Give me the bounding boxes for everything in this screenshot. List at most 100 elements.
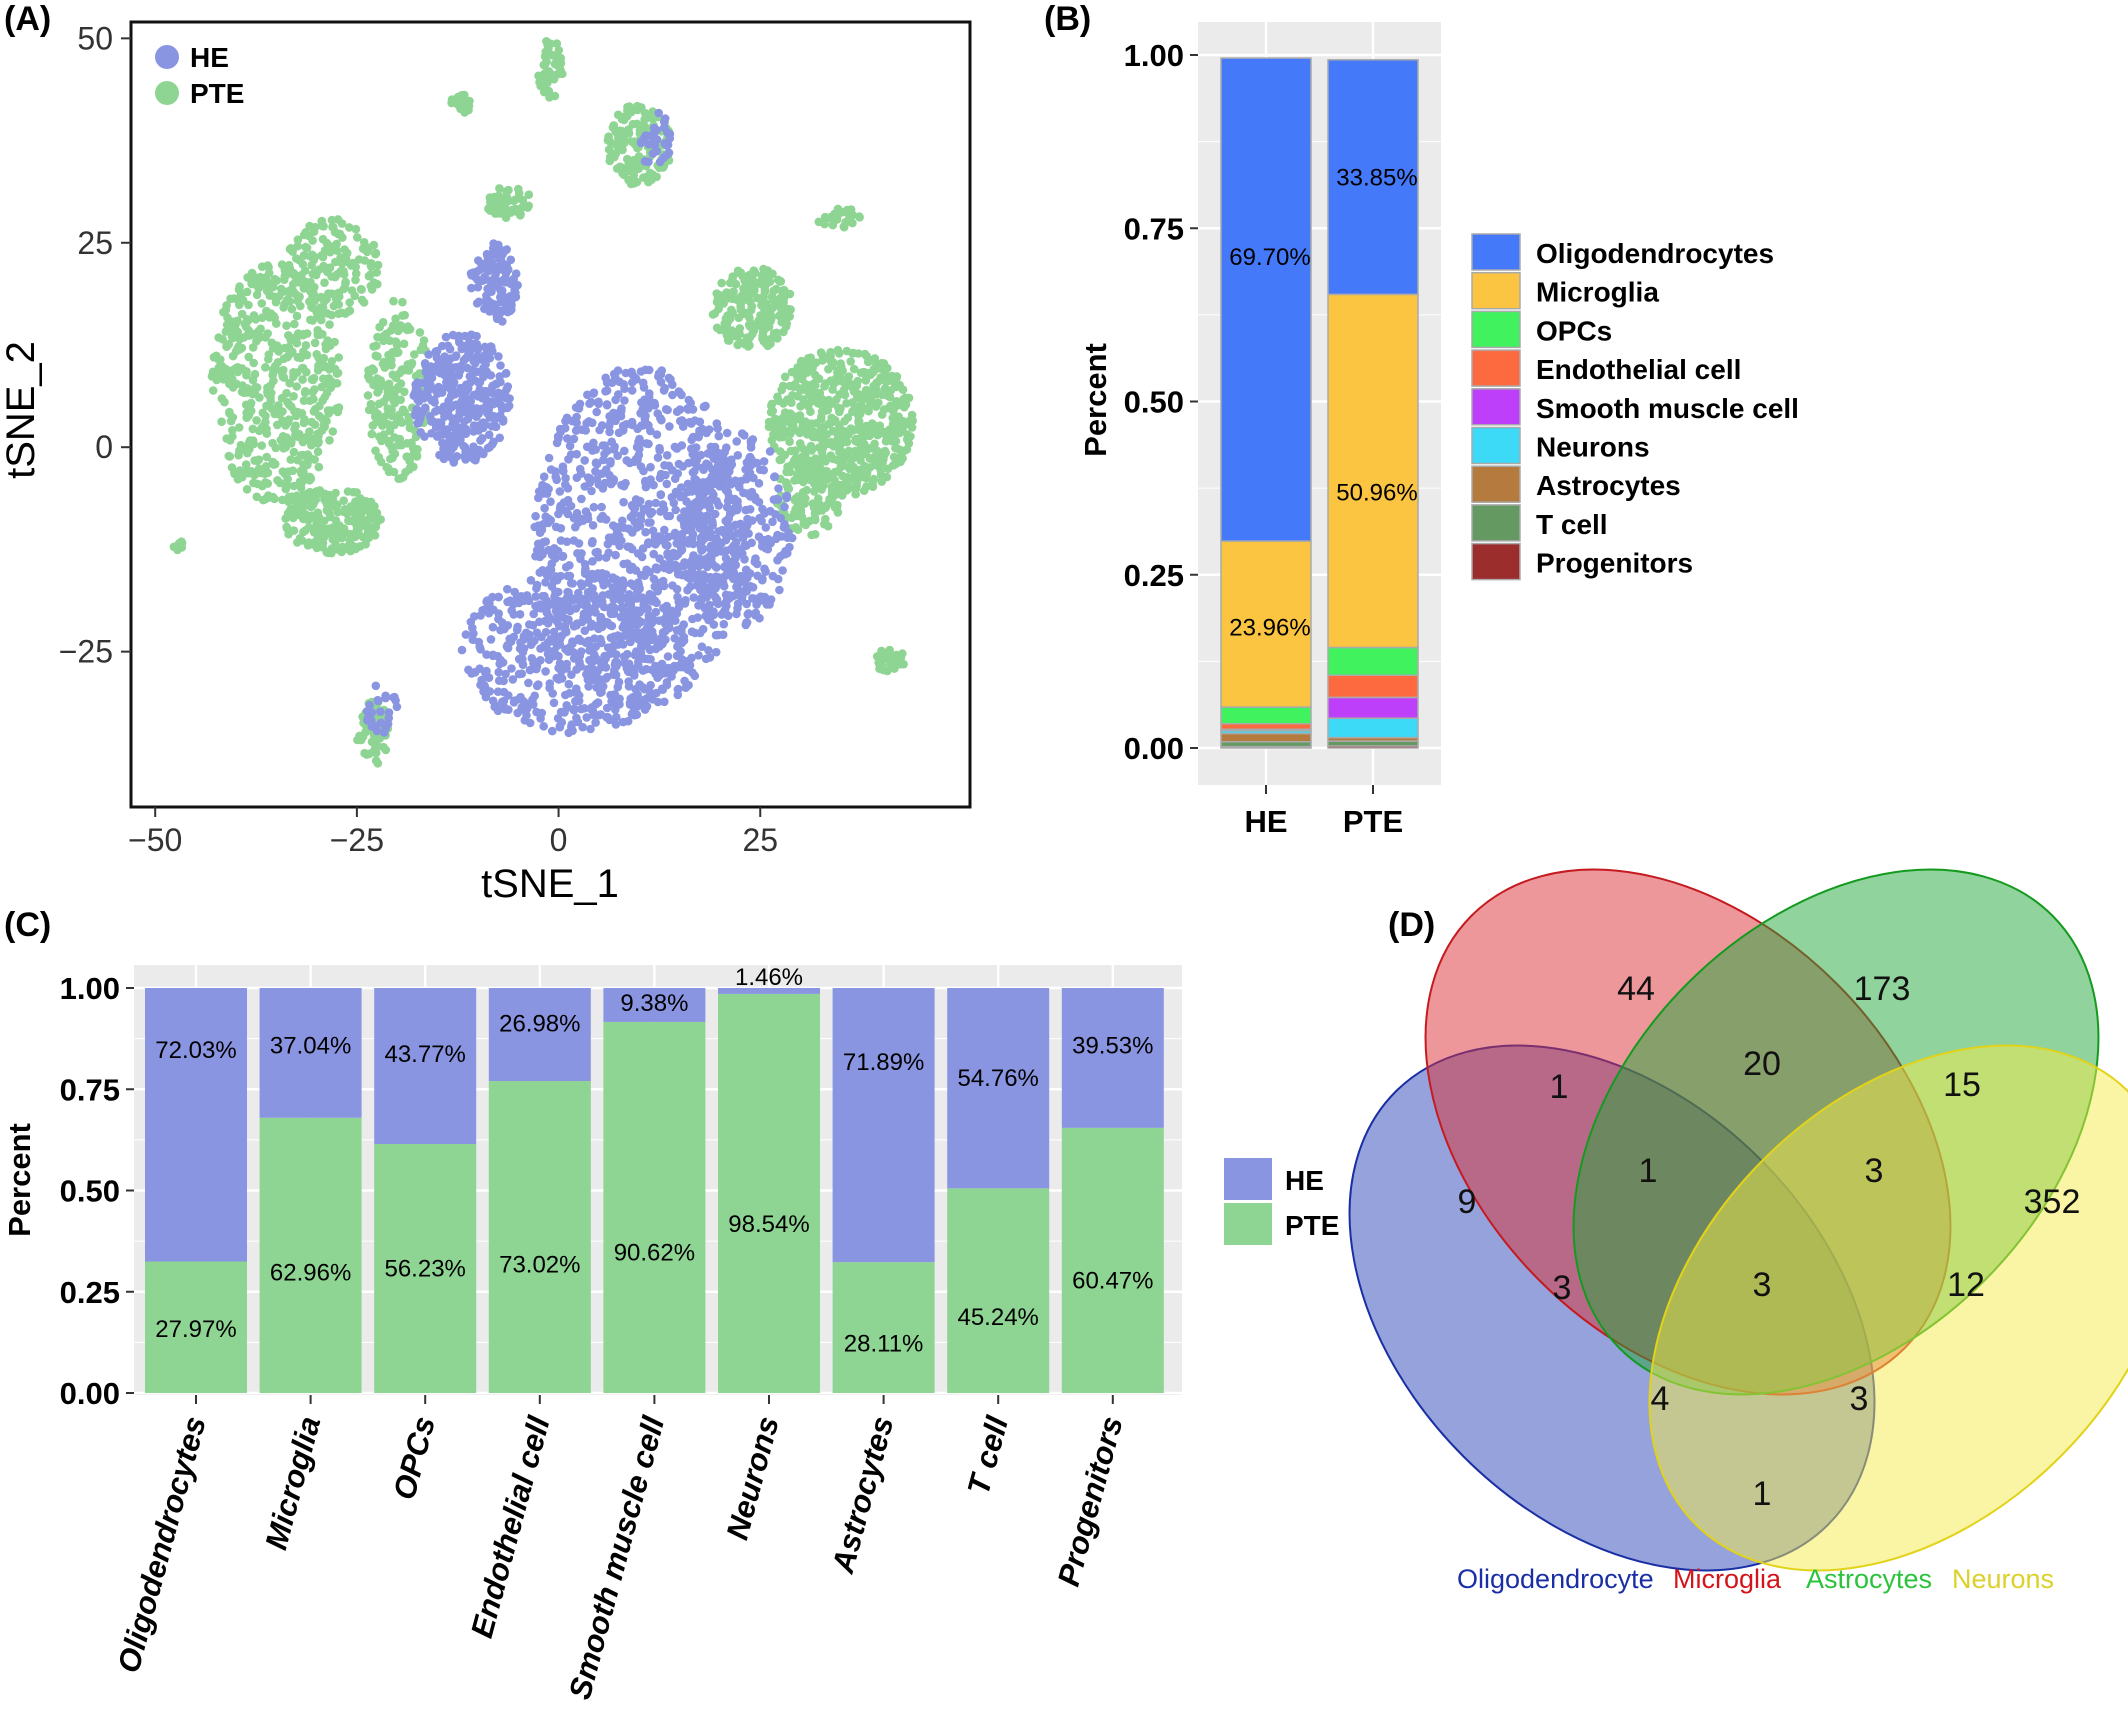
tsne-point [314, 437, 323, 447]
venn-count-microglia-neurons: 12 [1947, 1266, 1985, 1304]
tsne-point [583, 587, 593, 597]
tsne-point [741, 565, 751, 575]
tsne-point [371, 446, 380, 456]
tsne-point [632, 627, 641, 637]
tsne-point [679, 632, 689, 642]
proportion-bar-progenitors-he [1061, 988, 1164, 1128]
tsne-point [279, 373, 289, 382]
tsne-point [352, 522, 362, 531]
composition-data-label: 23.96% [1229, 615, 1310, 642]
tsne-point [257, 262, 267, 272]
tsne-point [244, 352, 253, 362]
tsne-point [535, 600, 544, 609]
tsne-point [633, 587, 642, 597]
tsne-point [562, 701, 571, 710]
tsne-point [467, 283, 476, 293]
tsne-point [456, 403, 465, 413]
tsne-point [669, 498, 679, 508]
tsne-point [362, 247, 372, 257]
tsne-point [785, 381, 795, 391]
tsne-point [236, 440, 246, 450]
tsne-point [806, 407, 815, 417]
tsne-point [529, 609, 538, 619]
tsne-point [335, 229, 345, 239]
tsne-point [820, 212, 830, 222]
tsne-point [778, 566, 787, 575]
tsne-point [583, 602, 592, 611]
tsne-point [494, 676, 504, 685]
tsne-point [238, 381, 247, 390]
tsne-point [325, 436, 334, 445]
tsne-point [814, 494, 823, 503]
tsne-point [576, 636, 585, 645]
tsne-point [371, 249, 380, 259]
tsne-point [601, 553, 611, 562]
tsne-point [893, 416, 902, 426]
composition-bar-he-microglia [1220, 540, 1312, 708]
tsne-point [392, 385, 402, 395]
proportion-x-tick-label: Smooth muscle cell [562, 1411, 672, 1703]
tsne-point [721, 485, 731, 495]
tsne-point [651, 498, 661, 508]
tsne-point [657, 415, 666, 425]
tsne-point [870, 439, 879, 449]
tsne-point [851, 402, 861, 412]
tsne-point [653, 586, 662, 596]
tsne-point [479, 687, 488, 696]
tsne-point [665, 422, 674, 431]
tsne-point [293, 235, 303, 244]
tsne-point [848, 218, 857, 228]
tsne-point [860, 427, 870, 436]
tsne-point [486, 635, 496, 644]
tsne-point [381, 724, 390, 733]
tsne-point [500, 274, 510, 284]
composition-legend-label-smooth-muscle-cell: Smooth muscle cell [1536, 393, 1799, 424]
tsne-point [337, 308, 347, 318]
tsne-point [606, 633, 616, 643]
tsne-point [318, 538, 328, 548]
tsne-point [719, 581, 729, 591]
tsne-point [273, 476, 282, 485]
tsne-point [588, 557, 597, 566]
tsne-point [525, 718, 535, 728]
tsne-point [556, 65, 565, 75]
tsne-point [242, 485, 252, 494]
tsne-point [600, 449, 609, 459]
tsne-point [659, 669, 669, 678]
tsne-point [833, 368, 842, 377]
tsne-point [619, 523, 629, 532]
tsne-point [771, 534, 781, 544]
tsne-point [740, 555, 749, 564]
tsne-point [755, 279, 764, 288]
tsne-point [280, 469, 290, 479]
tsne-point [562, 605, 572, 614]
tsne-point [491, 701, 500, 710]
tsne-point [556, 536, 566, 545]
tsne-point [748, 594, 757, 603]
tsne-point [331, 257, 340, 267]
tsne-point [427, 417, 436, 426]
tsne-point [288, 510, 297, 519]
tsne-point [641, 527, 650, 537]
tsne-point [467, 271, 476, 280]
proportion-label-he: 72.03% [155, 1037, 236, 1064]
tsne-point [877, 457, 886, 467]
tsne-point [741, 523, 751, 532]
tsne-point [901, 393, 910, 403]
tsne-point [534, 540, 544, 550]
tsne-point [589, 502, 599, 512]
tsne-point [464, 665, 473, 675]
tsne-point [775, 447, 785, 456]
tsne-point [692, 462, 702, 471]
tsne-point [699, 478, 709, 487]
venn-count-oligo-neurons: 1 [1753, 1475, 1772, 1513]
tsne-point [745, 505, 755, 514]
tsne-point [339, 284, 349, 294]
tsne-point [655, 642, 664, 651]
tsne-point [807, 530, 816, 540]
tsne-point [695, 417, 705, 427]
tsne-point [597, 421, 607, 430]
tsne-point [388, 370, 398, 380]
tsne-point [779, 550, 788, 559]
tsne-point [359, 298, 369, 307]
